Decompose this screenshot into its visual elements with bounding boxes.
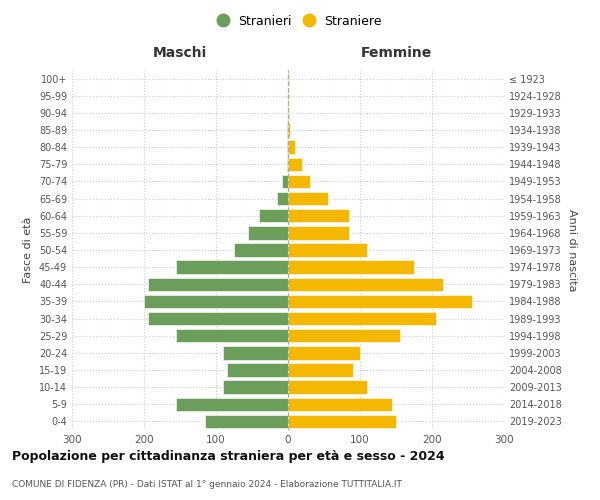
Bar bbox=[176, 260, 288, 274]
Bar bbox=[248, 226, 288, 239]
Bar bbox=[287, 124, 288, 136]
Bar bbox=[205, 414, 288, 428]
Bar bbox=[288, 209, 349, 222]
Bar bbox=[148, 312, 288, 326]
Bar bbox=[287, 158, 288, 171]
Bar bbox=[227, 364, 288, 376]
Bar bbox=[288, 174, 310, 188]
Bar bbox=[288, 124, 290, 136]
Bar bbox=[176, 398, 288, 411]
Bar bbox=[259, 209, 288, 222]
Bar bbox=[288, 226, 349, 239]
Text: Popolazione per cittadinanza straniera per età e sesso - 2024: Popolazione per cittadinanza straniera p… bbox=[12, 450, 445, 463]
Bar bbox=[223, 346, 288, 360]
Bar bbox=[288, 414, 396, 428]
Bar bbox=[288, 329, 400, 342]
Bar bbox=[288, 140, 295, 154]
Bar bbox=[288, 260, 414, 274]
Legend: Stranieri, Straniere: Stranieri, Straniere bbox=[215, 11, 386, 32]
Bar bbox=[288, 89, 289, 102]
Bar bbox=[288, 312, 436, 326]
Y-axis label: Fasce di età: Fasce di età bbox=[23, 217, 33, 283]
Bar bbox=[288, 278, 443, 291]
Bar bbox=[288, 106, 289, 120]
Bar bbox=[288, 192, 328, 205]
Bar bbox=[288, 158, 302, 171]
Bar bbox=[288, 398, 392, 411]
Text: COMUNE DI FIDENZA (PR) - Dati ISTAT al 1° gennaio 2024 - Elaborazione TUTTITALIA: COMUNE DI FIDENZA (PR) - Dati ISTAT al 1… bbox=[12, 480, 402, 489]
Bar bbox=[288, 346, 360, 360]
Bar bbox=[223, 380, 288, 394]
Bar bbox=[288, 294, 472, 308]
Y-axis label: Anni di nascita: Anni di nascita bbox=[567, 209, 577, 291]
Bar bbox=[144, 294, 288, 308]
Bar bbox=[288, 72, 289, 86]
Bar bbox=[288, 364, 353, 376]
Text: Femmine: Femmine bbox=[361, 46, 431, 60]
Bar bbox=[277, 192, 288, 205]
Bar bbox=[176, 329, 288, 342]
Bar bbox=[287, 140, 288, 154]
Bar bbox=[148, 278, 288, 291]
Bar bbox=[282, 174, 288, 188]
Bar bbox=[288, 244, 367, 256]
Bar bbox=[234, 244, 288, 256]
Bar bbox=[288, 380, 367, 394]
Text: Maschi: Maschi bbox=[153, 46, 207, 60]
